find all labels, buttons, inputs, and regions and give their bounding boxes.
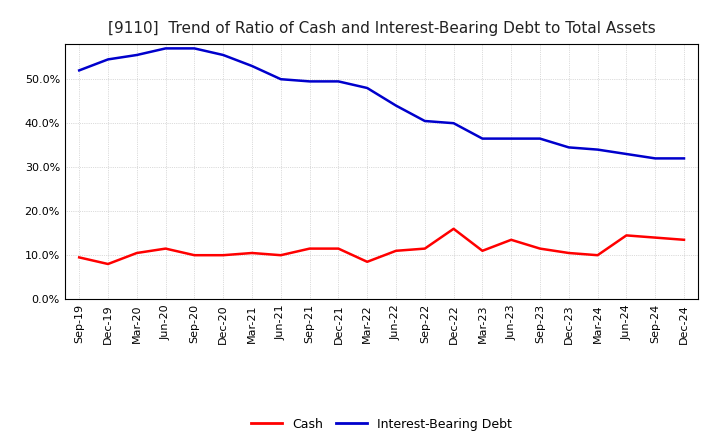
Interest-Bearing Debt [305, 79, 314, 84]
Cash [392, 248, 400, 253]
Cash [104, 261, 112, 267]
Cash [190, 253, 199, 258]
Cash [478, 248, 487, 253]
Interest-Bearing Debt [507, 136, 516, 141]
Cash [363, 259, 372, 264]
Cash [622, 233, 631, 238]
Cash [680, 237, 688, 242]
Interest-Bearing Debt [190, 46, 199, 51]
Cash [276, 253, 285, 258]
Interest-Bearing Debt [593, 147, 602, 152]
Interest-Bearing Debt [680, 156, 688, 161]
Cash [564, 250, 573, 256]
Interest-Bearing Debt [449, 121, 458, 126]
Interest-Bearing Debt [651, 156, 660, 161]
Interest-Bearing Debt [478, 136, 487, 141]
Interest-Bearing Debt [75, 68, 84, 73]
Legend: Cash, Interest-Bearing Debt: Cash, Interest-Bearing Debt [246, 413, 517, 436]
Interest-Bearing Debt [392, 103, 400, 108]
Interest-Bearing Debt [334, 79, 343, 84]
Interest-Bearing Debt [564, 145, 573, 150]
Cash [305, 246, 314, 251]
Interest-Bearing Debt [363, 85, 372, 91]
Cash [420, 246, 429, 251]
Line: Interest-Bearing Debt: Interest-Bearing Debt [79, 48, 684, 158]
Cash [334, 246, 343, 251]
Interest-Bearing Debt [219, 52, 228, 58]
Cash [219, 253, 228, 258]
Interest-Bearing Debt [276, 77, 285, 82]
Interest-Bearing Debt [536, 136, 544, 141]
Cash [536, 246, 544, 251]
Interest-Bearing Debt [104, 57, 112, 62]
Interest-Bearing Debt [161, 46, 170, 51]
Interest-Bearing Debt [248, 63, 256, 69]
Cash [651, 235, 660, 240]
Interest-Bearing Debt [132, 52, 141, 58]
Cash [507, 237, 516, 242]
Interest-Bearing Debt [420, 118, 429, 124]
Cash [75, 255, 84, 260]
Cash [593, 253, 602, 258]
Cash [132, 250, 141, 256]
Cash [449, 226, 458, 231]
Cash [161, 246, 170, 251]
Interest-Bearing Debt [622, 151, 631, 157]
Title: [9110]  Trend of Ratio of Cash and Interest-Bearing Debt to Total Assets: [9110] Trend of Ratio of Cash and Intere… [108, 21, 655, 36]
Cash [248, 250, 256, 256]
Line: Cash: Cash [79, 229, 684, 264]
